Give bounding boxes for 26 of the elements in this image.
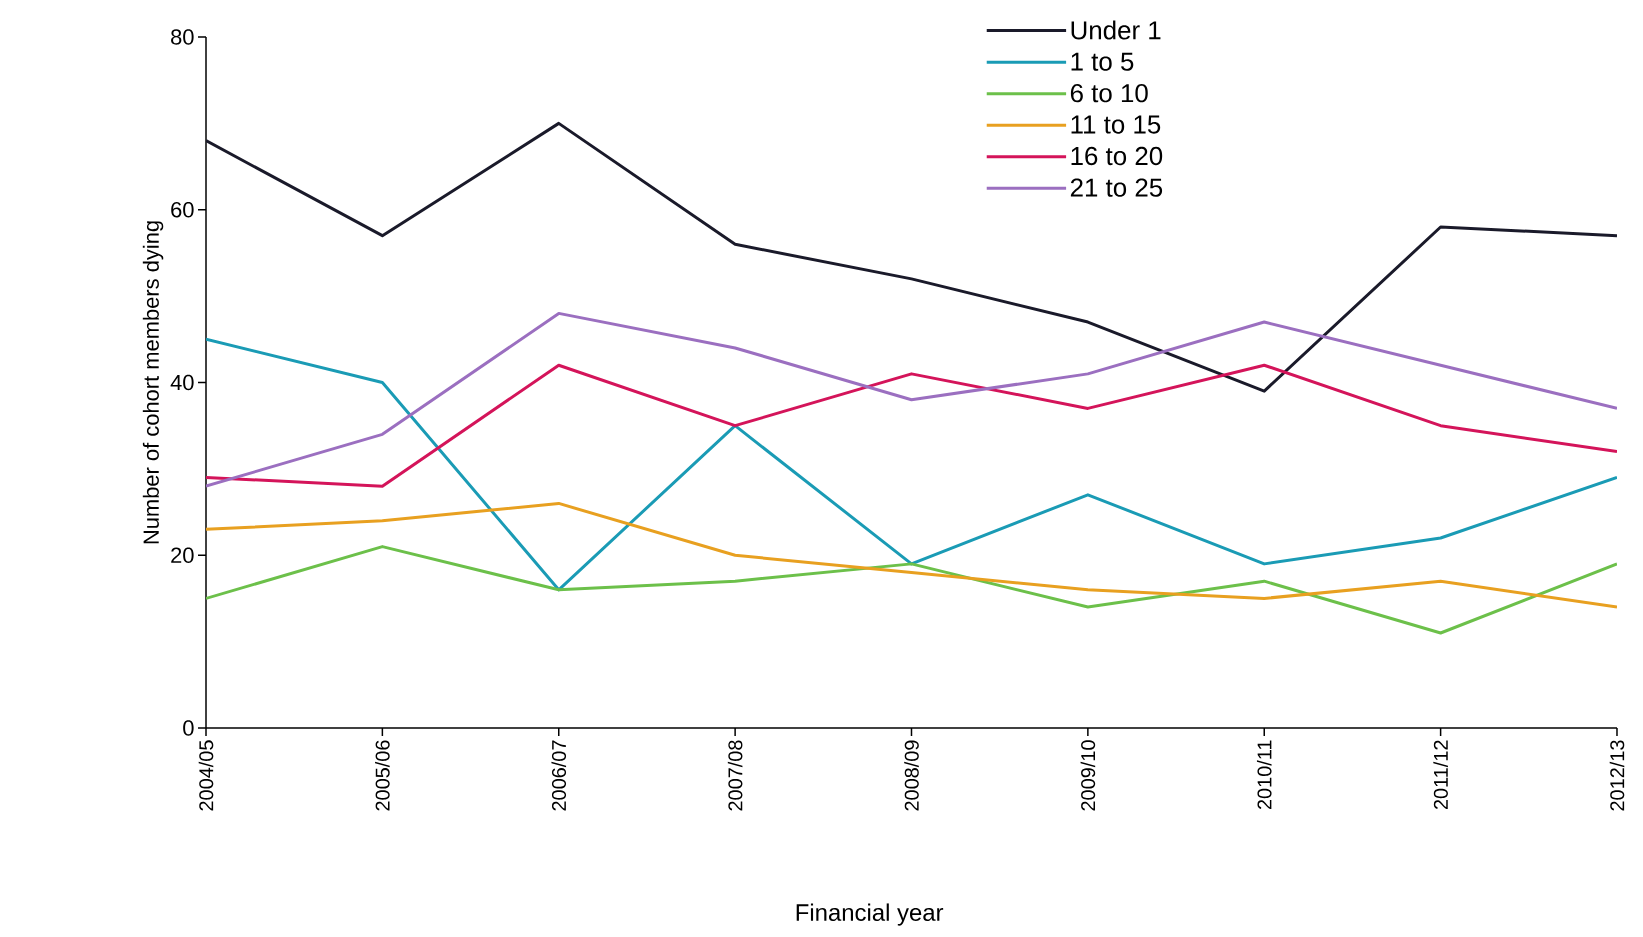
y-axis-title: Number of cohort members dying: [142, 221, 164, 544]
line-series: [206, 311, 1617, 488]
y-tick-label: 80: [171, 29, 194, 45]
x-tick-label: 2004/05: [198, 740, 214, 811]
y-tick-label: 0: [183, 720, 194, 736]
x-tick-label: 2010/11: [1256, 740, 1272, 810]
line-series: [206, 545, 1617, 635]
x-tick-label: 2009/10: [1080, 740, 1096, 811]
x-tick-label: 2011/12: [1433, 740, 1448, 810]
legend-label: 16 to 20: [1071, 146, 1163, 166]
y-tick-label: 40: [170, 374, 194, 391]
x-axis-title: Financial year: [796, 903, 944, 926]
legend-label: 6 to 10: [1070, 83, 1148, 103]
y-tick-label: 60: [171, 201, 194, 218]
legend-label: 21 to 25: [1070, 178, 1163, 197]
line-series: [206, 501, 1617, 609]
x-tick-label: 2005/06: [375, 740, 390, 811]
legend-label: Under 1: [1071, 20, 1161, 40]
y-tick-label: 20: [171, 547, 194, 564]
x-tick-label: 2008/09: [904, 740, 919, 811]
x-tick-label: 2012/13: [1609, 740, 1625, 811]
x-tick-label: 2006/07: [551, 740, 567, 811]
x-tick-label: 2007/08: [727, 740, 743, 811]
legend-label: 1 to 5: [1071, 52, 1134, 71]
line-series: [206, 363, 1617, 488]
legend-label: 11 to 15: [1071, 115, 1161, 134]
